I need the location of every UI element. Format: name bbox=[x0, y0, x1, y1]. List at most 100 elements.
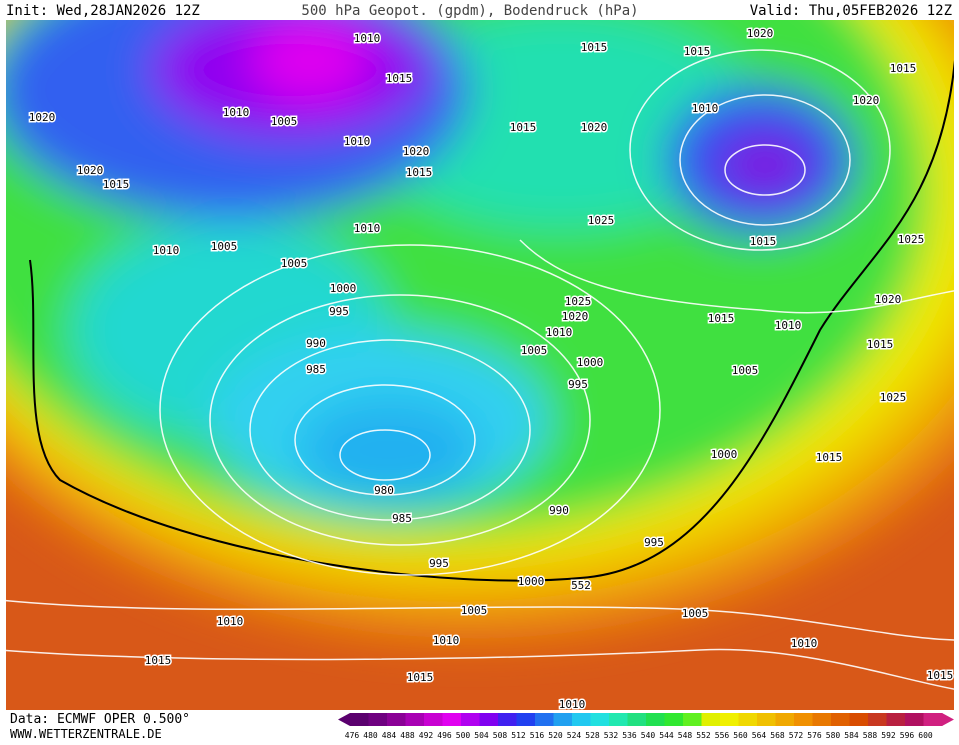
colorbar-swatch bbox=[498, 713, 517, 726]
colorbar-swatch bbox=[424, 713, 443, 726]
isobar-label: 1010 bbox=[354, 32, 381, 45]
isobar-label: 1020 bbox=[747, 27, 774, 40]
colorbar-swatch bbox=[664, 713, 684, 726]
colorbar-label: 488 bbox=[400, 731, 415, 740]
isobar-label: 1015 bbox=[927, 669, 954, 682]
colorbar-label: 588 bbox=[863, 731, 878, 740]
colorbar-label: 552 bbox=[696, 731, 711, 740]
colorbar-swatch bbox=[738, 713, 758, 726]
colorbar-label: 492 bbox=[419, 731, 434, 740]
colorbar-swatch bbox=[831, 713, 850, 726]
isobar-label: 1025 bbox=[588, 214, 615, 227]
colorbar-arrow bbox=[942, 713, 954, 726]
isobar-label: 995 bbox=[568, 378, 588, 391]
isobar-label: 1010 bbox=[559, 698, 586, 711]
colorbar-label: 572 bbox=[789, 731, 804, 740]
colorbar-swatch bbox=[442, 713, 462, 726]
colorbar-swatch bbox=[590, 713, 610, 726]
colorbar-label: 596 bbox=[900, 731, 915, 740]
isobar-label: 1020 bbox=[562, 310, 589, 323]
isobar-label: 1010 bbox=[775, 319, 802, 332]
isobar-label: 1015 bbox=[867, 338, 894, 351]
colorbar-swatch bbox=[461, 713, 480, 726]
isobar-label: 1020 bbox=[853, 94, 880, 107]
colorbar-label: 576 bbox=[807, 731, 822, 740]
isobar-label: 1015 bbox=[510, 121, 537, 134]
site-name: WWW.WETTERZENTRALE.DE bbox=[10, 727, 162, 741]
isobar-label: 1015 bbox=[708, 312, 735, 325]
colorbar-swatch bbox=[627, 713, 647, 726]
valid-time: Valid: Thu,05FEB2026 12Z bbox=[750, 3, 952, 19]
isobar-label: 552 bbox=[571, 579, 591, 592]
colorbar-arrow bbox=[338, 713, 350, 726]
colorbar-label: 544 bbox=[659, 731, 674, 740]
colorbar-label: 524 bbox=[567, 731, 582, 740]
init-time: Init: Wed,28JAN2026 12Z bbox=[6, 3, 200, 19]
colorbar-swatch bbox=[368, 713, 388, 726]
isobar-label: 995 bbox=[329, 305, 349, 318]
isobar-label: 1015 bbox=[684, 45, 711, 58]
isobar-label: 1020 bbox=[403, 145, 430, 158]
colorbar-swatch bbox=[535, 713, 554, 726]
colorbar-swatch bbox=[553, 713, 573, 726]
isobar-label: 1015 bbox=[750, 235, 777, 248]
colorbar-swatch bbox=[849, 713, 869, 726]
colorbar-label: 536 bbox=[622, 731, 637, 740]
isobar-label: 1005 bbox=[211, 240, 238, 253]
colorbar-label: 508 bbox=[493, 731, 508, 740]
isobar-label: 1015 bbox=[103, 178, 130, 191]
colorbar-label: 548 bbox=[678, 731, 693, 740]
isobar-label: 1015 bbox=[386, 72, 413, 85]
colorbar-label: 584 bbox=[844, 731, 859, 740]
colorbar-swatch bbox=[609, 713, 628, 726]
isobar-label: 1015 bbox=[406, 166, 433, 179]
isobar-label: 990 bbox=[306, 337, 326, 350]
isobar-label: 1025 bbox=[565, 295, 592, 308]
isobar-label: 1000 bbox=[518, 575, 545, 588]
isobar-label: 1010 bbox=[791, 637, 818, 650]
colorbar-swatch bbox=[387, 713, 406, 726]
isobar-label: 1000 bbox=[577, 356, 604, 369]
isobar-label: 1010 bbox=[217, 615, 244, 628]
colorbar-label: 580 bbox=[826, 731, 841, 740]
isobar-label: 1010 bbox=[354, 222, 381, 235]
isobar-label: 1015 bbox=[407, 671, 434, 684]
colorbar-label: 600 bbox=[918, 731, 933, 740]
colorbar-swatch bbox=[886, 713, 906, 726]
isobar-label: 980 bbox=[374, 484, 394, 497]
colorbar-swatch bbox=[757, 713, 776, 726]
isobar-label: 1010 bbox=[692, 102, 719, 115]
colorbar-label: 560 bbox=[733, 731, 748, 740]
data-source: Data: ECMWF OPER 0.500° bbox=[10, 712, 190, 727]
colorbar-label: 520 bbox=[548, 731, 563, 740]
isobar-label: 1020 bbox=[875, 293, 902, 306]
isobar-label: 1020 bbox=[77, 164, 104, 177]
colorbar-swatch bbox=[350, 713, 369, 726]
isobar-label: 1010 bbox=[153, 244, 180, 257]
isobar-label: 1010 bbox=[433, 634, 460, 647]
isobar-label: 985 bbox=[306, 363, 326, 376]
colorbar-swatch bbox=[479, 713, 499, 726]
colorbar-swatch bbox=[646, 713, 665, 726]
isobar-label: 1010 bbox=[546, 326, 573, 339]
isobar-label: 995 bbox=[644, 536, 664, 549]
isobar-label: 1015 bbox=[890, 62, 917, 75]
colorbar-swatch bbox=[701, 713, 721, 726]
isobar-label: 1005 bbox=[682, 607, 709, 620]
colorbar-swatch bbox=[683, 713, 702, 726]
isobar-label: 1015 bbox=[581, 41, 608, 54]
colorbar-swatch bbox=[405, 713, 425, 726]
isobar-label: 1000 bbox=[330, 282, 357, 295]
isobar-label: 1005 bbox=[281, 257, 308, 270]
isobar-label: 985 bbox=[392, 512, 412, 525]
colorbar-label: 496 bbox=[437, 731, 452, 740]
colorbar-label: 568 bbox=[770, 731, 785, 740]
isobar-label: 1020 bbox=[581, 121, 608, 134]
isobar-label: 995 bbox=[429, 557, 449, 570]
colorbar-label: 500 bbox=[456, 731, 471, 740]
colorbar-label: 540 bbox=[641, 731, 656, 740]
isobar-label: 1000 bbox=[711, 448, 738, 461]
isobar-label: 1015 bbox=[816, 451, 843, 464]
